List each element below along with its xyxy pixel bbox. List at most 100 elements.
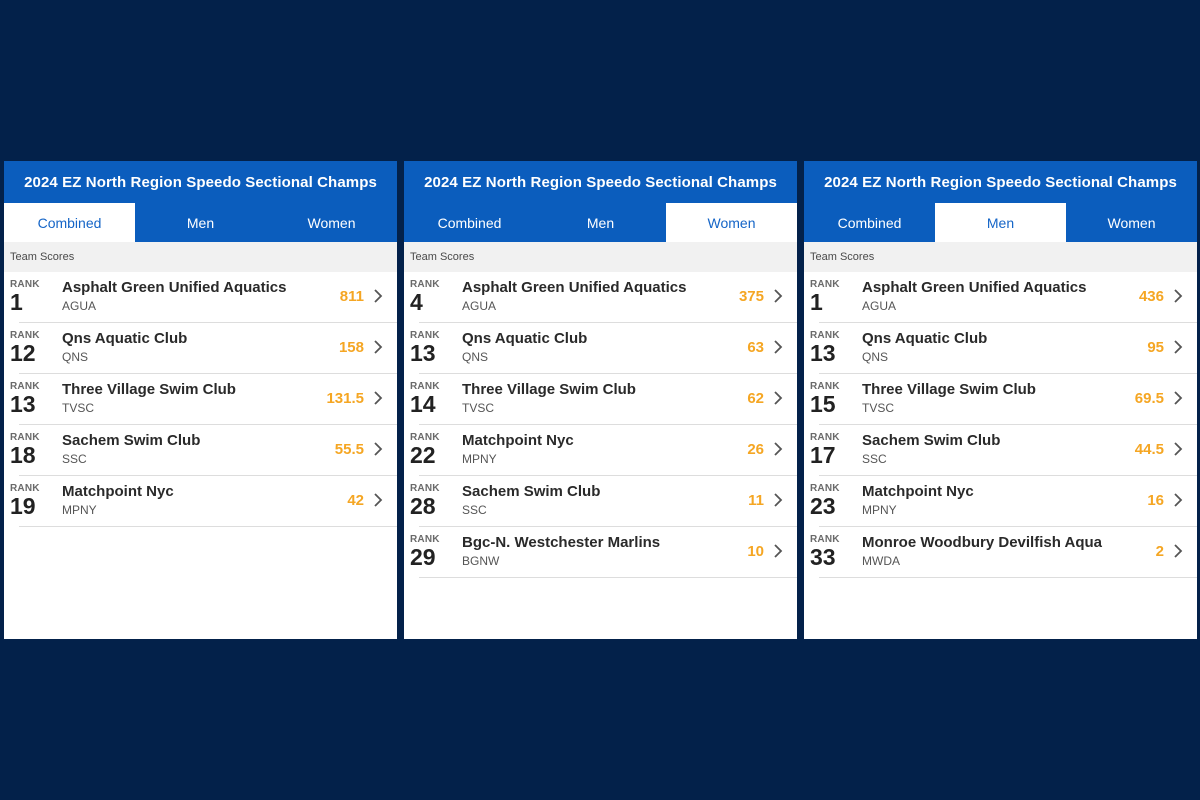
team-name: Qns Aquatic Club [862,330,988,347]
tab-women[interactable]: Women [307,214,356,231]
team-row[interactable]: RANK 15 Three Village Swim Club TVSC 69.5 [810,374,1197,425]
chevron-right-icon[interactable] [373,493,383,507]
team-score: 811 [339,288,364,305]
team-row[interactable]: RANK 13 Three Village Swim Club TVSC 131.5 [10,374,397,425]
rank-number: 13 [10,391,36,417]
rank-label: RANK [810,534,840,545]
meet-title: 2024 EZ North Region Speedo Sectional Ch… [404,161,797,203]
team-name: Asphalt Green Unified Aquatics [462,279,687,296]
team-name: Three Village Swim Club [862,381,1036,398]
team-score: 10 [747,543,764,560]
team-score: 95 [1147,339,1164,356]
team-row[interactable]: RANK 28 Sachem Swim Club SSC 11 [410,476,797,527]
chevron-right-icon[interactable] [773,391,783,405]
gender-tabs: Combined Men Women [804,203,1197,242]
chevron-right-icon[interactable] [773,493,783,507]
team-scores-panel: 2024 EZ North Region Speedo Sectional Ch… [404,161,797,639]
team-name: Sachem Swim Club [862,432,1001,449]
team-scores-panel: 2024 EZ North Region Speedo Sectional Ch… [4,161,397,639]
team-code: AGUA [862,299,897,313]
rank-label: RANK [810,330,840,341]
tab-men[interactable]: Men [586,214,615,231]
team-code: BGNW [462,554,500,568]
rank-number: 13 [810,340,836,366]
chevron-right-icon[interactable] [373,391,383,405]
team-code: TVSC [62,401,95,415]
team-name: Sachem Swim Club [462,483,601,500]
chevron-right-icon[interactable] [773,544,783,558]
team-score: 436 [1138,288,1164,305]
team-code: AGUA [62,299,97,313]
tab-combined[interactable]: Combined [837,214,902,231]
rank-label: RANK [10,330,40,341]
chevron-right-icon[interactable] [1173,289,1183,303]
team-row[interactable]: RANK 17 Sachem Swim Club SSC 44.5 [810,425,1197,476]
chevron-right-icon[interactable] [373,442,383,456]
chevron-right-icon[interactable] [773,289,783,303]
team-name: Matchpoint Nyc [62,483,174,500]
team-code: QNS [62,350,89,364]
rank-number: 14 [410,391,436,417]
team-code: MPNY [462,452,497,466]
team-row[interactable]: RANK 23 Matchpoint Nyc MPNY 16 [810,476,1197,527]
team-row[interactable]: RANK 29 Bgc-N. Westchester Marlins BGNW 10 [410,527,797,578]
chevron-right-icon[interactable] [1173,544,1183,558]
rank-label: RANK [410,432,440,443]
team-row[interactable]: RANK 1 Asphalt Green Unified Aquatics AGUA 4… [810,272,1197,323]
chevron-right-icon[interactable] [1173,391,1183,405]
team-code: SSC [462,503,487,517]
chevron-right-icon[interactable] [373,340,383,354]
team-row[interactable]: RANK 22 Matchpoint Nyc MPNY 26 [410,425,797,476]
team-name: Three Village Swim Club [62,381,236,398]
meet-title: 2024 EZ North Region Speedo Sectional Ch… [4,161,397,203]
rank-label: RANK [810,381,840,392]
team-score: 16 [1147,492,1164,509]
team-scores-panel: 2024 EZ North Region Speedo Sectional Ch… [804,161,1197,639]
chevron-right-icon[interactable] [773,340,783,354]
team-name: Asphalt Green Unified Aquatics [862,279,1087,296]
rank-label: RANK [410,534,440,545]
team-row[interactable]: RANK 13 Qns Aquatic Club QNS 63 [410,323,797,374]
team-code: AGUA [462,299,497,313]
rank-number: 29 [410,544,436,570]
team-row[interactable]: RANK 18 Sachem Swim Club SSC 55.5 [10,425,397,476]
team-score: 63 [747,339,764,356]
chevron-right-icon[interactable] [1173,340,1183,354]
section-label: Team Scores [804,242,1197,272]
team-row[interactable]: RANK 33 Monroe Woodbury Devilfish Aqua MWDA… [810,527,1197,578]
chevron-right-icon[interactable] [1173,442,1183,456]
tab-combined[interactable]: Combined [4,203,135,242]
rank-number: 33 [810,544,836,570]
rank-number: 22 [410,442,436,468]
tab-combined[interactable]: Combined [437,214,502,231]
rank-label: RANK [410,483,440,494]
team-row[interactable]: RANK 12 Qns Aquatic Club QNS 158 [10,323,397,374]
rank-number: 17 [810,442,836,468]
rank-number: 19 [10,493,36,519]
team-row[interactable]: RANK 19 Matchpoint Nyc MPNY 42 [10,476,397,527]
team-code: SSC [62,452,87,466]
team-code: QNS [862,350,889,364]
team-row[interactable]: RANK 13 Qns Aquatic Club QNS 95 [810,323,1197,374]
tab-men[interactable]: Men [186,214,215,231]
rank-label: RANK [10,432,40,443]
team-name: Matchpoint Nyc [462,432,574,449]
team-name: Three Village Swim Club [462,381,636,398]
team-score: 2 [1155,543,1164,560]
rank-label: RANK [10,381,40,392]
team-score: 375 [738,288,764,305]
team-row[interactable]: RANK 14 Three Village Swim Club TVSC 62 [410,374,797,425]
team-code: TVSC [862,401,895,415]
gender-tabs: Combined Men Women [404,203,797,242]
chevron-right-icon[interactable] [773,442,783,456]
tab-women[interactable]: Women [1107,214,1156,231]
chevron-right-icon[interactable] [373,289,383,303]
team-name: Qns Aquatic Club [62,330,188,347]
team-row[interactable]: RANK 1 Asphalt Green Unified Aquatics AGUA 8… [10,272,397,323]
tab-men[interactable]: Men [935,203,1066,242]
chevron-right-icon[interactable] [1173,493,1183,507]
tab-women[interactable]: Women [666,203,797,242]
rank-label: RANK [10,279,40,290]
team-code: MPNY [62,503,97,517]
team-row[interactable]: RANK 4 Asphalt Green Unified Aquatics AGUA 3… [410,272,797,323]
